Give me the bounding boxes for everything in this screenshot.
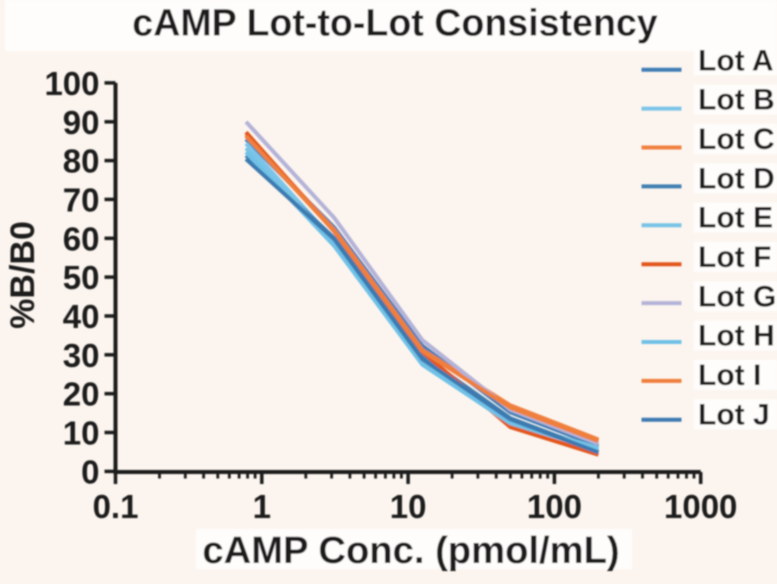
- svg-text:%B/B0: %B/B0: [4, 221, 42, 329]
- svg-text:100: 100: [527, 488, 582, 525]
- svg-text:100: 100: [44, 65, 99, 102]
- svg-text:Lot H: Lot H: [698, 320, 775, 353]
- svg-text:60: 60: [63, 220, 100, 257]
- svg-text:cAMP Conc. (pmol/mL): cAMP Conc. (pmol/mL): [202, 529, 619, 572]
- svg-text:20: 20: [63, 376, 100, 413]
- svg-text:0.1: 0.1: [93, 488, 139, 525]
- svg-text:10: 10: [63, 415, 100, 452]
- svg-text:Lot J: Lot J: [698, 398, 770, 431]
- svg-text:Lot G: Lot G: [698, 280, 776, 313]
- svg-text:30: 30: [63, 337, 100, 374]
- svg-text:90: 90: [63, 104, 100, 141]
- svg-text:Lot F: Lot F: [698, 241, 771, 274]
- svg-text:Lot B: Lot B: [698, 84, 775, 117]
- svg-text:70: 70: [63, 181, 100, 218]
- svg-text:Lot D: Lot D: [698, 162, 775, 195]
- svg-text:1: 1: [253, 488, 271, 525]
- svg-text:50: 50: [63, 259, 100, 296]
- svg-text:40: 40: [63, 298, 100, 335]
- svg-text:10: 10: [390, 488, 427, 525]
- svg-text:Lot I: Lot I: [698, 359, 761, 392]
- svg-text:0: 0: [81, 453, 99, 490]
- svg-text:cAMP Lot-to-Lot Consistency: cAMP Lot-to-Lot Consistency: [132, 2, 657, 44]
- svg-text:Lot E: Lot E: [698, 202, 773, 235]
- svg-text:Lot A: Lot A: [698, 44, 774, 77]
- svg-text:1000: 1000: [664, 488, 737, 525]
- svg-text:80: 80: [63, 143, 100, 180]
- svg-text:Lot C: Lot C: [698, 123, 775, 156]
